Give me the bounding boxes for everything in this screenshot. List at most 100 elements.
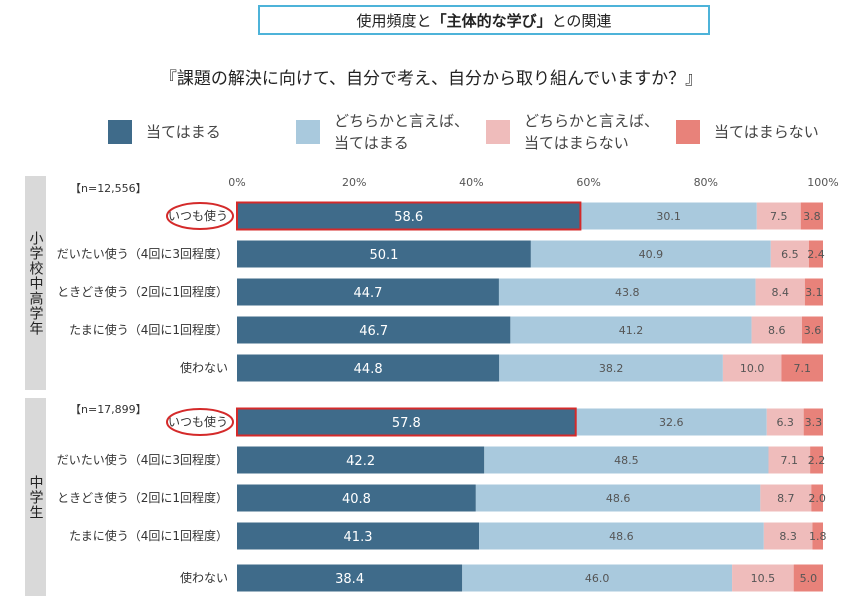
data-label: 41.3 — [344, 530, 373, 545]
legend-item-agree: 当てはまる — [108, 120, 221, 144]
bar-segment — [498, 278, 756, 306]
bar-segment — [801, 316, 823, 344]
category-label: いつも使う — [168, 414, 228, 429]
category-label: いつも使う — [168, 208, 228, 223]
group-label-junior-high: 中学生 — [25, 398, 46, 596]
chart-title: 使用頻度と 「主体的な学び」 との関連 — [258, 5, 710, 35]
bar-segment — [237, 564, 463, 592]
bar-segment — [484, 446, 769, 474]
highlight-ellipse — [166, 408, 234, 436]
category-label: 使わない — [180, 570, 228, 585]
data-label: 1.8 — [809, 530, 827, 543]
legend-label: どちらかと言えば、 当てはまらない — [524, 112, 660, 152]
group-label-text: 小学校中高学年 — [27, 230, 44, 336]
data-label: 46.0 — [585, 572, 610, 585]
x-tick-label: 80% — [694, 176, 718, 189]
bar-segment — [803, 408, 823, 436]
bar-segment — [766, 408, 804, 436]
bar-segment — [811, 484, 823, 512]
bar-segment — [812, 522, 823, 550]
category-label: たまに使う（4回に1回程度） — [69, 322, 228, 337]
data-label: 7.5 — [770, 210, 788, 223]
x-tick-label: 20% — [342, 176, 366, 189]
bar-segment — [530, 240, 771, 268]
data-label: 2.4 — [807, 248, 825, 261]
data-label: 38.4 — [335, 572, 364, 587]
data-label: 5.0 — [800, 572, 818, 585]
bar-segment — [237, 278, 499, 306]
data-label: 32.6 — [659, 416, 684, 429]
legend-item-somewhat-agree: どちらかと言えば、 当てはまる — [296, 110, 469, 154]
data-label: 7.1 — [781, 454, 799, 467]
category-label: だいたい使う（4回に3回程度） — [57, 452, 228, 467]
bar-segment — [479, 522, 764, 550]
bar-segment — [237, 316, 511, 344]
data-label: 41.2 — [619, 324, 644, 337]
legend-label: どちらかと言えば、 当てはまる — [334, 112, 470, 152]
category-label: たまに使う（4回に1回程度） — [69, 528, 228, 543]
bar-segment — [781, 354, 823, 382]
legend-swatch — [108, 120, 132, 144]
bar-segment — [768, 446, 811, 474]
highlight-bar-outline — [236, 201, 582, 231]
data-label: 43.8 — [615, 286, 640, 299]
bar-segment — [237, 522, 480, 550]
data-label: 40.9 — [639, 248, 664, 261]
bar-segment — [756, 202, 801, 230]
data-label: 48.6 — [606, 492, 631, 505]
category-label: 使わない — [180, 360, 228, 375]
legend: 当てはまる どちらかと言えば、 当てはまる どちらかと言えば、 当てはまらない … — [0, 110, 862, 166]
data-label: 48.5 — [614, 454, 639, 467]
data-label: 58.6 — [394, 210, 423, 225]
legend-label: 当てはまらない — [714, 123, 819, 141]
group-label-elementary: 小学校中高学年 — [25, 176, 46, 390]
data-label: 6.3 — [776, 416, 794, 429]
data-label: 38.2 — [599, 362, 624, 375]
legend-label: 当てはまる — [146, 123, 221, 141]
bar-segment — [800, 202, 823, 230]
bar-segment — [575, 408, 767, 436]
bar-segment — [804, 278, 823, 306]
data-label: 44.8 — [354, 362, 383, 377]
highlight-ellipse — [166, 202, 234, 230]
data-label: 6.5 — [781, 248, 799, 261]
sample-size-label: 【n=12,556】 — [70, 182, 147, 195]
title-suffix: との関連 — [551, 11, 612, 30]
bar-segment — [732, 564, 794, 592]
data-label: 2.0 — [808, 492, 826, 505]
data-label: 3.6 — [804, 324, 822, 337]
bar-segment — [760, 484, 812, 512]
data-label: 48.6 — [609, 530, 634, 543]
bar-segment — [580, 202, 757, 230]
bar-segment — [793, 564, 823, 592]
bar-segment — [237, 484, 476, 512]
bar-segment — [810, 446, 823, 474]
bar-segment — [237, 240, 531, 268]
bar-segment — [722, 354, 782, 382]
data-label: 57.8 — [392, 416, 421, 431]
bar-segment — [770, 240, 809, 268]
data-label: 10.0 — [740, 362, 765, 375]
bar-segment — [763, 522, 813, 550]
group-label-text: 中学生 — [27, 474, 44, 520]
bar-segment — [755, 278, 805, 306]
bar-segment — [237, 408, 576, 436]
bar-segment — [808, 240, 823, 268]
data-label: 3.8 — [803, 210, 821, 223]
bar-segment — [237, 354, 500, 382]
data-label: 8.4 — [771, 286, 789, 299]
bar-segment — [237, 446, 485, 474]
data-label: 3.3 — [805, 416, 823, 429]
legend-swatch — [296, 120, 320, 144]
data-label: 42.2 — [346, 454, 375, 469]
legend-item-disagree: 当てはまらない — [676, 120, 819, 144]
data-label: 8.6 — [768, 324, 786, 337]
survey-question: 『課題の解決に向けて、自分で考え、自分から取り組んでいますか？』 — [159, 69, 703, 89]
data-label: 2.2 — [808, 454, 826, 467]
data-label: 3.1 — [805, 286, 823, 299]
data-label: 50.1 — [369, 248, 398, 263]
data-label: 40.8 — [342, 492, 371, 507]
x-tick-label: 40% — [459, 176, 483, 189]
data-label: 8.3 — [779, 530, 797, 543]
